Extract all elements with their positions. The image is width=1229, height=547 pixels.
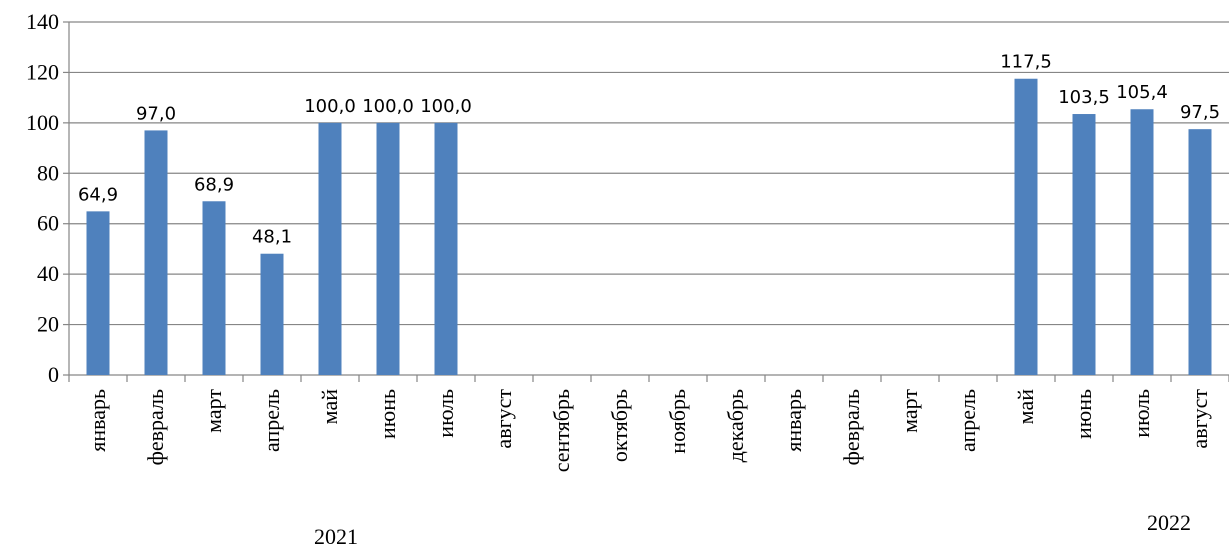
y-tick-label: 0 [48,362,59,387]
x-tick-label: июнь [375,389,400,439]
data-label: 105,4 [1116,82,1168,103]
y-tick-label: 20 [37,312,59,337]
data-label: 64,9 [78,184,118,205]
year-label-2021: 2021 [314,524,358,547]
x-tick-label: май [1013,389,1038,425]
x-tick-label: апрель [259,389,284,452]
y-tick-label: 140 [26,9,59,34]
x-tick-label: апрель [955,389,980,452]
x-tick-label: январь [85,389,110,452]
bar [202,201,226,375]
y-tick-label: 80 [37,160,59,185]
data-label: 100,0 [362,96,414,117]
x-tick-label: январь [781,389,806,452]
bar [318,122,342,375]
bar [434,122,458,375]
x-tick-label: июнь [1071,389,1096,439]
y-axis: 0 20 40 60 80 100 120 140 [26,9,70,387]
y-tick-label: 60 [37,211,59,236]
data-label: 97,0 [136,103,176,124]
data-label: 100,0 [304,96,356,117]
bar [86,211,110,375]
x-tick-label: октябрь [607,389,632,462]
bars [86,78,1212,376]
y-tick-label: 120 [26,59,59,84]
x-tick-label: март [897,389,922,433]
bar [1014,78,1038,375]
y-tick-label: 100 [26,110,59,135]
x-tick-label: сентябрь [549,389,574,472]
x-tick-label: февраль [143,389,168,465]
x-tick-label: февраль [839,389,864,465]
bar [376,122,400,375]
bar [260,253,284,375]
data-label: 117,5 [1000,52,1052,73]
data-label: 48,1 [252,227,292,248]
year-labels: 2021 2022 [314,510,1191,547]
year-label-2022: 2022 [1147,510,1191,535]
data-label: 100,0 [420,96,472,117]
x-tick-label: июль [433,389,458,438]
x-tick-label: май [317,389,342,425]
x-tick-label: август [1187,389,1212,449]
x-axis: январь февраль март апрель май июнь июль август… [68,374,1229,472]
data-label: 68,9 [194,174,234,195]
bar [1072,114,1096,376]
y-tick-label: 40 [37,261,59,286]
x-tick-label: ноябрь [665,389,690,454]
data-label: 97,5 [1180,102,1220,123]
bar [1130,109,1154,376]
data-label: 103,5 [1058,87,1110,108]
x-tick-label: декабрь [723,389,748,462]
bar [1188,129,1212,375]
gridlines [69,21,1229,326]
data-labels: 64,9 97,0 68,9 48,1 100,0 100,0 100,0 117,5 103,… [78,52,1220,248]
x-tick-label: март [201,389,226,433]
x-tick-label: июль [1129,389,1154,438]
x-tick-label: август [491,389,516,449]
bar [144,130,168,375]
